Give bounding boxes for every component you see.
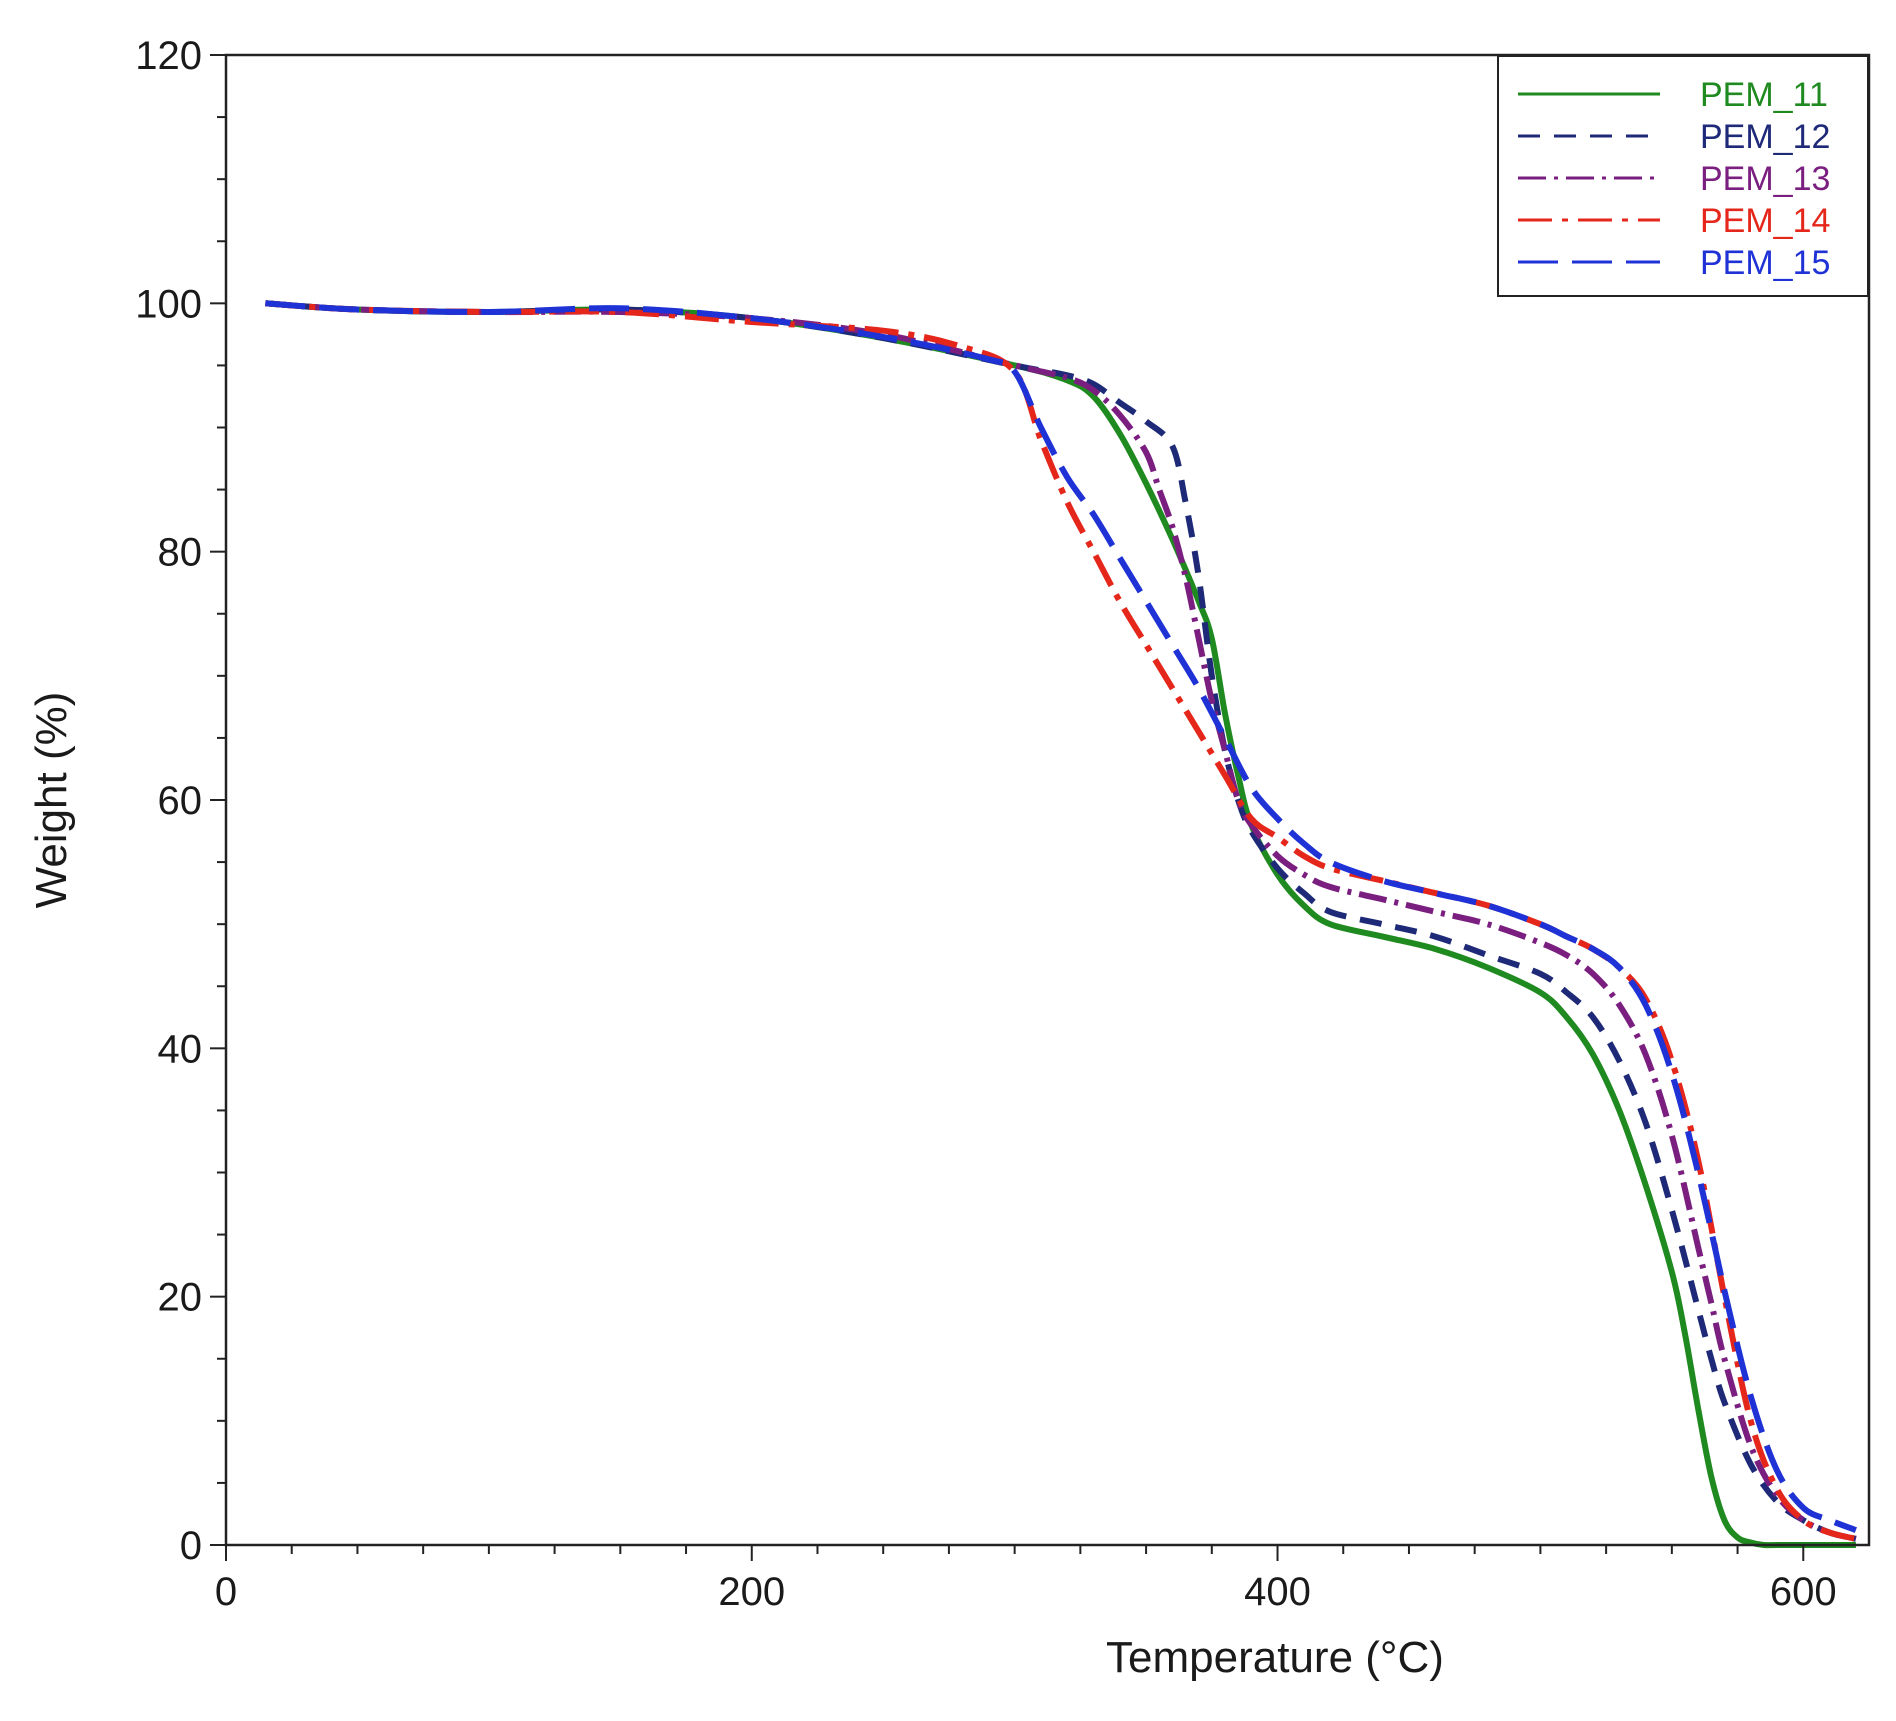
- x-axis-title: Temperature (°C): [1106, 1633, 1444, 1682]
- x-tick-label: 400: [1244, 1570, 1311, 1614]
- y-tick-label: 20: [158, 1276, 203, 1320]
- legend-label: PEM_12: [1700, 118, 1830, 156]
- series-line-pem-13: [265, 300, 1857, 1542]
- legend: PEM_11 PEM_12 PEM_13 PEM_14 PEM_15: [1497, 55, 1869, 297]
- series-layer: [265, 300, 1857, 1549]
- y-tick-label: 120: [135, 34, 202, 78]
- series-line-pem-14: [265, 300, 1857, 1542]
- legend-label: PEM_13: [1700, 160, 1830, 198]
- axis-ticks: [210, 54, 1805, 1561]
- y-axis-title: Weight (%): [27, 692, 76, 909]
- y-tick-label: 60: [158, 779, 203, 823]
- series-line-pem-15: [265, 300, 1857, 1533]
- x-tick-label: 200: [718, 1570, 785, 1614]
- y-tick-label: 0: [180, 1524, 202, 1568]
- y-tick-label: 40: [158, 1027, 203, 1071]
- x-tick-label: 600: [1770, 1570, 1837, 1614]
- y-tick-label: 100: [135, 282, 202, 326]
- axis-tick-labels: 0 20 40 60 80 100 120 0 200 400 600: [135, 34, 1836, 1614]
- legend-box: [1497, 55, 1869, 297]
- x-tick-label: 0: [215, 1570, 237, 1614]
- legend-label: PEM_15: [1700, 244, 1830, 282]
- legend-label: PEM_11: [1700, 76, 1828, 114]
- y-tick-label: 80: [158, 531, 203, 575]
- legend-label: PEM_14: [1700, 202, 1830, 240]
